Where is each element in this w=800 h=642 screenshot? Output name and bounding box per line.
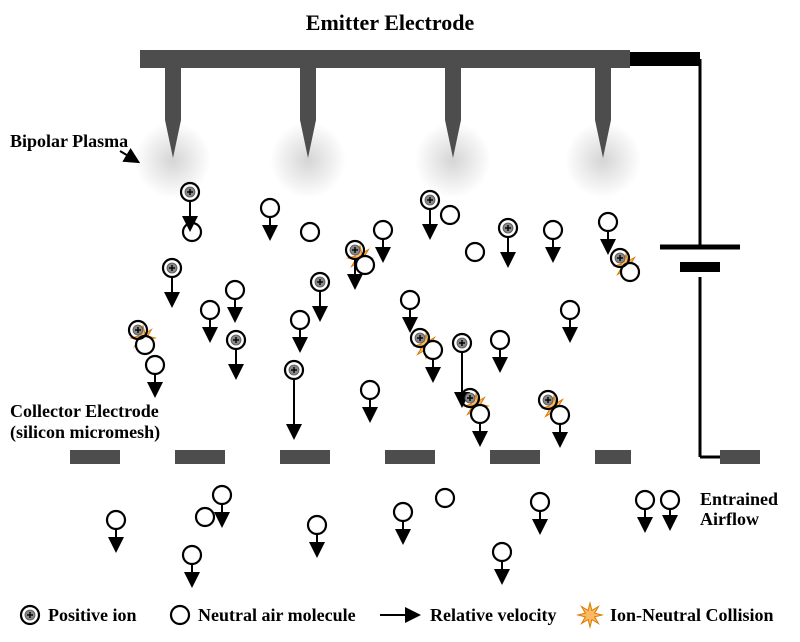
collector-bar xyxy=(385,450,435,464)
collector-title: Collector Electrode xyxy=(10,401,159,421)
collector-bar xyxy=(720,450,760,464)
particles xyxy=(107,183,654,582)
neutral-molecule xyxy=(636,491,654,509)
emitter-tine xyxy=(165,50,181,120)
collector-bar xyxy=(490,450,540,464)
neutral-molecule xyxy=(491,331,509,349)
collector-electrode xyxy=(70,450,760,464)
neutral-molecule xyxy=(213,486,231,504)
collector-subtitle: (silicon micromesh) xyxy=(10,422,160,443)
neutral-molecule xyxy=(599,213,617,231)
neutral-molecule xyxy=(107,511,125,529)
neutral-molecule xyxy=(551,406,569,424)
entrained-label: Entrained xyxy=(700,489,778,509)
neutral-molecule xyxy=(291,311,309,329)
neutral-molecule xyxy=(544,221,562,239)
legend: Positive ion Neutral air molecule Relative… xyxy=(21,603,774,627)
legend-neutral: Neutral air molecule xyxy=(198,605,356,625)
entrained-label2: Airflow xyxy=(700,509,759,529)
neutral-molecule xyxy=(146,356,164,374)
neutral-molecule xyxy=(661,491,679,509)
emitter-tine xyxy=(445,50,461,120)
ion-neutral-collision xyxy=(578,603,602,627)
label-pointer xyxy=(120,151,135,160)
positive-ion xyxy=(21,606,39,624)
legend-velocity: Relative velocity xyxy=(430,605,556,625)
collision-layer xyxy=(131,246,638,420)
neutral-molecule xyxy=(361,381,379,399)
neutral-molecule xyxy=(226,281,244,299)
emitter-bar xyxy=(140,50,630,68)
neutral-molecule xyxy=(171,606,189,624)
positive-ion xyxy=(311,273,329,291)
legend-collision: Ion-Neutral Collision xyxy=(610,605,774,625)
emitter-electrode xyxy=(140,50,630,158)
neutral-molecule xyxy=(471,405,489,423)
power-source xyxy=(630,59,740,457)
diagram-canvas: Emitter Electrode Bipolar Plasma Collector… xyxy=(0,0,800,642)
emitter-title: Emitter Electrode xyxy=(306,10,475,35)
neutral-molecule xyxy=(561,301,579,319)
neutral-molecule xyxy=(308,516,326,534)
positive-ion xyxy=(453,334,471,352)
neutral-molecule xyxy=(493,543,511,561)
plasma-clouds xyxy=(135,122,641,198)
emitter-tine xyxy=(595,50,611,120)
positive-ion xyxy=(499,219,517,237)
neutral-molecule xyxy=(436,489,454,507)
neutral-molecule xyxy=(374,221,392,239)
positive-ion xyxy=(163,259,181,277)
positive-ion xyxy=(227,331,245,349)
neutral-molecule xyxy=(301,223,319,241)
neutral-molecule xyxy=(394,503,412,521)
neutral-molecule xyxy=(183,546,201,564)
bipolar-plasma-label: Bipolar Plasma xyxy=(10,131,128,151)
legend-positive-ion: Positive ion xyxy=(48,605,137,625)
emitter-tine xyxy=(300,50,316,120)
neutral-molecule xyxy=(466,243,484,261)
collector-bar xyxy=(70,450,120,464)
collector-bar xyxy=(280,450,330,464)
neutral-molecule xyxy=(401,291,419,309)
neutral-molecule xyxy=(441,206,459,224)
neutral-molecule xyxy=(261,199,279,217)
collector-bar xyxy=(175,450,225,464)
neutral-molecule xyxy=(531,493,549,511)
neutral-molecule xyxy=(201,301,219,319)
positive-ion xyxy=(421,191,439,209)
neutral-molecule xyxy=(183,223,201,241)
collector-bar xyxy=(595,450,631,464)
neutral-molecule xyxy=(196,508,214,526)
positive-ion xyxy=(285,361,303,379)
